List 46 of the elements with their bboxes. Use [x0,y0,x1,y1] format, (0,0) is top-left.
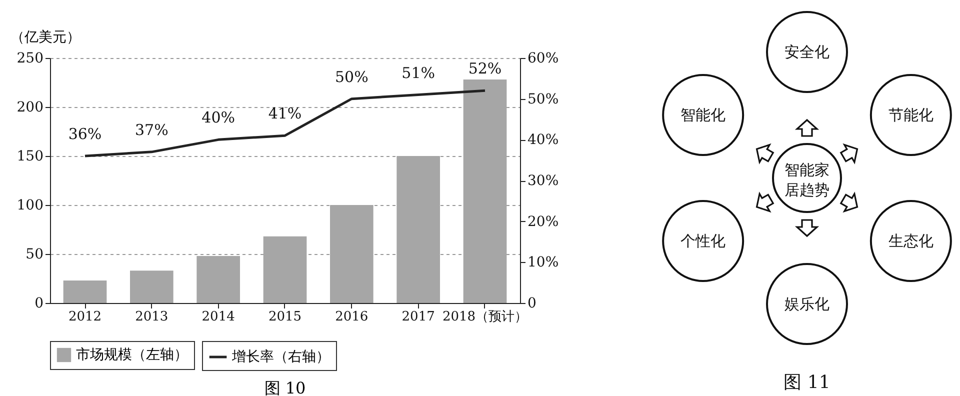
x-tick-label: 2016 [335,310,368,324]
y2-tick-label: 60% [528,50,559,66]
bar [463,80,507,303]
data-label: 36% [68,125,102,143]
bar [130,270,174,303]
y-tick-label: 100 [16,198,44,214]
text: 娱乐化 [784,295,830,313]
text: 个性化 [680,232,726,250]
legend-label: 市场规模（左轴） [76,347,188,363]
bar [396,156,440,303]
x-tick-label: 2017 [402,310,435,324]
x-tick-label: 2015 [268,310,302,324]
text: 图 10 [264,378,306,396]
data-label: 50% [334,68,368,86]
y2-tick-label: 40% [528,132,559,148]
y-tick-label: 200 [16,100,44,116]
text: 安全化 [784,43,830,61]
y2-tick-label: 20% [528,214,559,230]
legend-label: 增长率（右轴） [231,349,330,365]
bar [63,280,107,303]
y2-tick-label: 50% [528,91,559,108]
x-tick-label: 2018（预计） [442,310,528,324]
bar [263,236,307,303]
data-label: 37% [134,120,168,139]
text: 图 11 [784,372,830,393]
x-tick-label: 2012 [68,310,102,324]
y-tick-label: 0 [34,296,44,312]
y-axis-title: （亿美元） [10,30,80,46]
text: 节能化 [888,106,934,124]
text: 生态化 [888,232,934,250]
y2-tick-label: 10% [528,254,559,271]
text: 智能化 [680,106,726,124]
text: 智能家居趋势 [784,161,830,199]
bar [330,205,374,303]
data-label: 41% [268,104,302,123]
y2-tick-label: 0 [528,296,536,312]
y-tick-label: 250 [16,50,44,66]
y-tick-label: 150 [16,148,44,164]
x-tick-label: 2014 [202,310,235,324]
x-tick-label: 2013 [135,310,168,324]
data-label: 51% [402,64,436,82]
data-label: 40% [202,108,236,127]
y2-tick-label: 30% [528,173,559,189]
data-label: 52% [468,60,502,78]
y-tick-label: 50 [26,246,44,262]
bar [196,256,240,303]
